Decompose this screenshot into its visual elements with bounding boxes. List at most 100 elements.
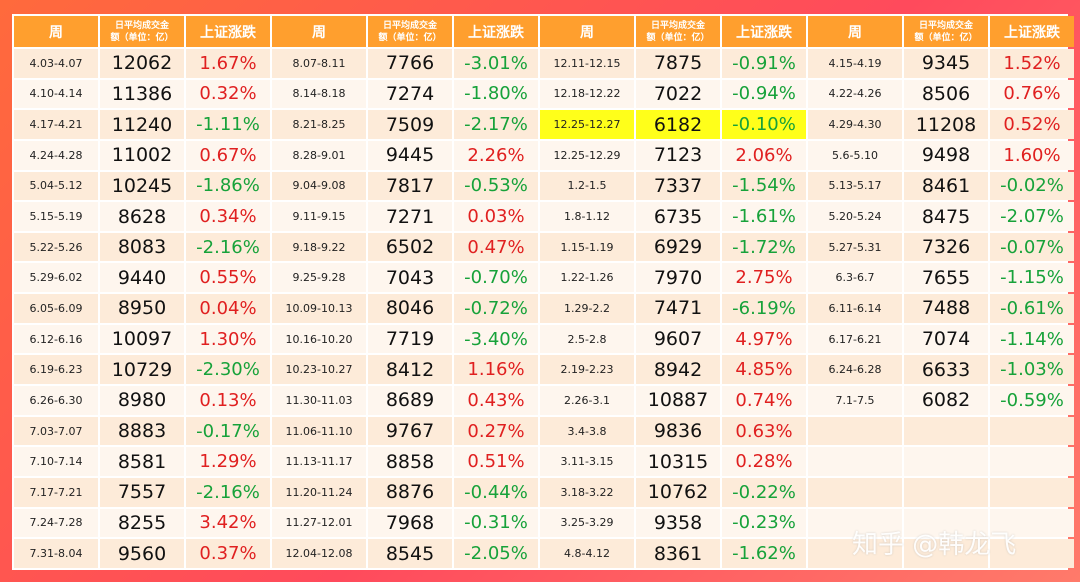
volume-cell: 6182 — [636, 110, 720, 139]
table-row: 7.03-7.07 8883 -0.17% 11.06-11.10 9767 0.27% 3… — [14, 416, 1074, 446]
volume-cell: 7471 — [636, 294, 720, 323]
volume-cell: 8980 — [100, 386, 184, 415]
table-row: 4.10-4.14 11386 0.32% 8.14-8.18 7274 -1.80% 12… — [14, 79, 1074, 109]
change-cell: -2.17% — [454, 110, 538, 139]
change-cell: 0.28% — [722, 447, 806, 476]
week-cell: 9.11-9.15 — [272, 202, 366, 231]
change-cell: 0.37% — [186, 539, 270, 568]
change-cell: 0.76% — [990, 79, 1074, 109]
week-cell: 3.25-3.29 — [540, 508, 634, 538]
change-cell: -0.22% — [722, 477, 806, 507]
header-week-2: 周 — [272, 16, 366, 47]
change-cell: -0.10% — [722, 110, 806, 139]
change-cell: 0.34% — [186, 202, 270, 231]
week-cell: 10.16-10.20 — [272, 324, 366, 354]
empty-cell — [904, 416, 988, 446]
change-cell: 0.74% — [722, 386, 806, 415]
volume-cell: 6735 — [636, 202, 720, 231]
table-row: 4.03-4.07 12062 1.67% 8.07-8.11 7766 -3.01% 12… — [14, 49, 1074, 78]
volume-cell: 8475 — [904, 202, 988, 231]
volume-cell: 8412 — [368, 355, 452, 385]
volume-cell: 7509 — [368, 110, 452, 139]
week-cell: 5.13-5.17 — [808, 171, 902, 201]
volume-cell: 7043 — [368, 263, 452, 293]
table-row: 7.10-7.14 8581 1.29% 11.13-11.17 8858 0.51% 3.… — [14, 447, 1074, 476]
table-row: 5.04-5.12 10245 -1.86% 9.04-9.08 7817 -0.53% 1… — [14, 171, 1074, 201]
week-cell: 7.03-7.07 — [14, 416, 98, 446]
header-volume-2: 日平均成交金 额（单位：亿） — [368, 16, 452, 47]
week-cell: 3.11-3.15 — [540, 447, 634, 476]
volume-cell: 11208 — [904, 110, 988, 139]
week-cell: 6.12-6.16 — [14, 324, 98, 354]
table-row: 7.24-7.28 8255 3.42% 11.27-12.01 7968 -0.31% 3… — [14, 508, 1074, 538]
change-cell: -6.19% — [722, 294, 806, 323]
volume-cell: 10729 — [100, 355, 184, 385]
change-cell: 0.32% — [186, 79, 270, 109]
volume-cell: 8461 — [904, 171, 988, 201]
volume-cell: 9498 — [904, 140, 988, 170]
volume-cell: 7766 — [368, 49, 452, 78]
volume-cell: 8689 — [368, 386, 452, 415]
change-cell: 0.55% — [186, 263, 270, 293]
change-cell: -0.70% — [454, 263, 538, 293]
volume-cell: 10762 — [636, 477, 720, 507]
table-row: 4.17-4.21 11240 -1.11% 8.21-8.25 7509 -2.17% 1… — [14, 110, 1074, 139]
week-cell: 6.24-6.28 — [808, 355, 902, 385]
change-cell: 1.67% — [186, 49, 270, 78]
change-cell: -0.44% — [454, 477, 538, 507]
change-cell: 0.52% — [990, 110, 1074, 139]
change-cell: -1.86% — [186, 171, 270, 201]
header-volume-4: 日平均成交金 额（单位：亿） — [904, 16, 988, 47]
week-cell: 11.30-11.03 — [272, 386, 366, 415]
week-cell: 2.26-3.1 — [540, 386, 634, 415]
volume-cell: 6633 — [904, 355, 988, 385]
volume-cell: 6082 — [904, 386, 988, 415]
week-cell: 2.5-2.8 — [540, 324, 634, 354]
week-cell: 1.29-2.2 — [540, 294, 634, 323]
table-row: 6.12-6.16 10097 1.30% 10.16-10.20 7719 -3.40%… — [14, 324, 1074, 354]
change-cell: 1.30% — [186, 324, 270, 354]
change-cell: -1.62% — [722, 539, 806, 568]
empty-cell — [990, 508, 1074, 538]
week-cell: 6.19-6.23 — [14, 355, 98, 385]
change-cell: -0.17% — [186, 416, 270, 446]
volume-cell: 9560 — [100, 539, 184, 568]
table-row: 7.17-7.21 7557 -2.16% 11.20-11.24 8876 -0.44%… — [14, 477, 1074, 507]
change-cell: -2.07% — [990, 202, 1074, 231]
week-cell: 12.18-12.22 — [540, 79, 634, 109]
volume-cell: 6502 — [368, 232, 452, 262]
table-row: 4.24-4.28 11002 0.67% 8.28-9.01 9445 2.26% 12.… — [14, 140, 1074, 170]
volume-cell: 7123 — [636, 140, 720, 170]
empty-cell — [904, 539, 988, 568]
week-cell: 7.17-7.21 — [14, 477, 98, 507]
volume-cell: 8942 — [636, 355, 720, 385]
table-row: 5.22-5.26 8083 -2.16% 9.18-9.22 6502 0.47% 1.1… — [14, 232, 1074, 262]
week-cell: 4.24-4.28 — [14, 140, 98, 170]
change-cell: -2.05% — [454, 539, 538, 568]
volume-cell: 7970 — [636, 263, 720, 293]
volume-cell: 11240 — [100, 110, 184, 139]
volume-cell: 10887 — [636, 386, 720, 415]
week-cell: 8.28-9.01 — [272, 140, 366, 170]
week-cell: 10.09-10.13 — [272, 294, 366, 323]
empty-cell — [990, 416, 1074, 446]
volume-cell: 9345 — [904, 49, 988, 78]
week-cell: 7.10-7.14 — [14, 447, 98, 476]
week-cell: 8.07-8.11 — [272, 49, 366, 78]
volume-cell: 7274 — [368, 79, 452, 109]
change-cell: 4.85% — [722, 355, 806, 385]
change-cell: -0.53% — [454, 171, 538, 201]
table-row: 5.29-6.02 9440 0.55% 9.25-9.28 7043 -0.70% 1.2… — [14, 263, 1074, 293]
empty-cell — [808, 416, 902, 446]
week-cell: 12.25-12.29 — [540, 140, 634, 170]
week-cell: 8.14-8.18 — [272, 79, 366, 109]
volume-cell: 8858 — [368, 447, 452, 476]
header-week-4: 周 — [808, 16, 902, 47]
week-cell: 8.21-8.25 — [272, 110, 366, 139]
week-cell: 2.19-2.23 — [540, 355, 634, 385]
volume-cell: 8581 — [100, 447, 184, 476]
volume-cell: 9358 — [636, 508, 720, 538]
week-cell: 7.24-7.28 — [14, 508, 98, 538]
volume-cell: 8545 — [368, 539, 452, 568]
header-volume-line2: 额（单位：亿） — [378, 32, 442, 43]
